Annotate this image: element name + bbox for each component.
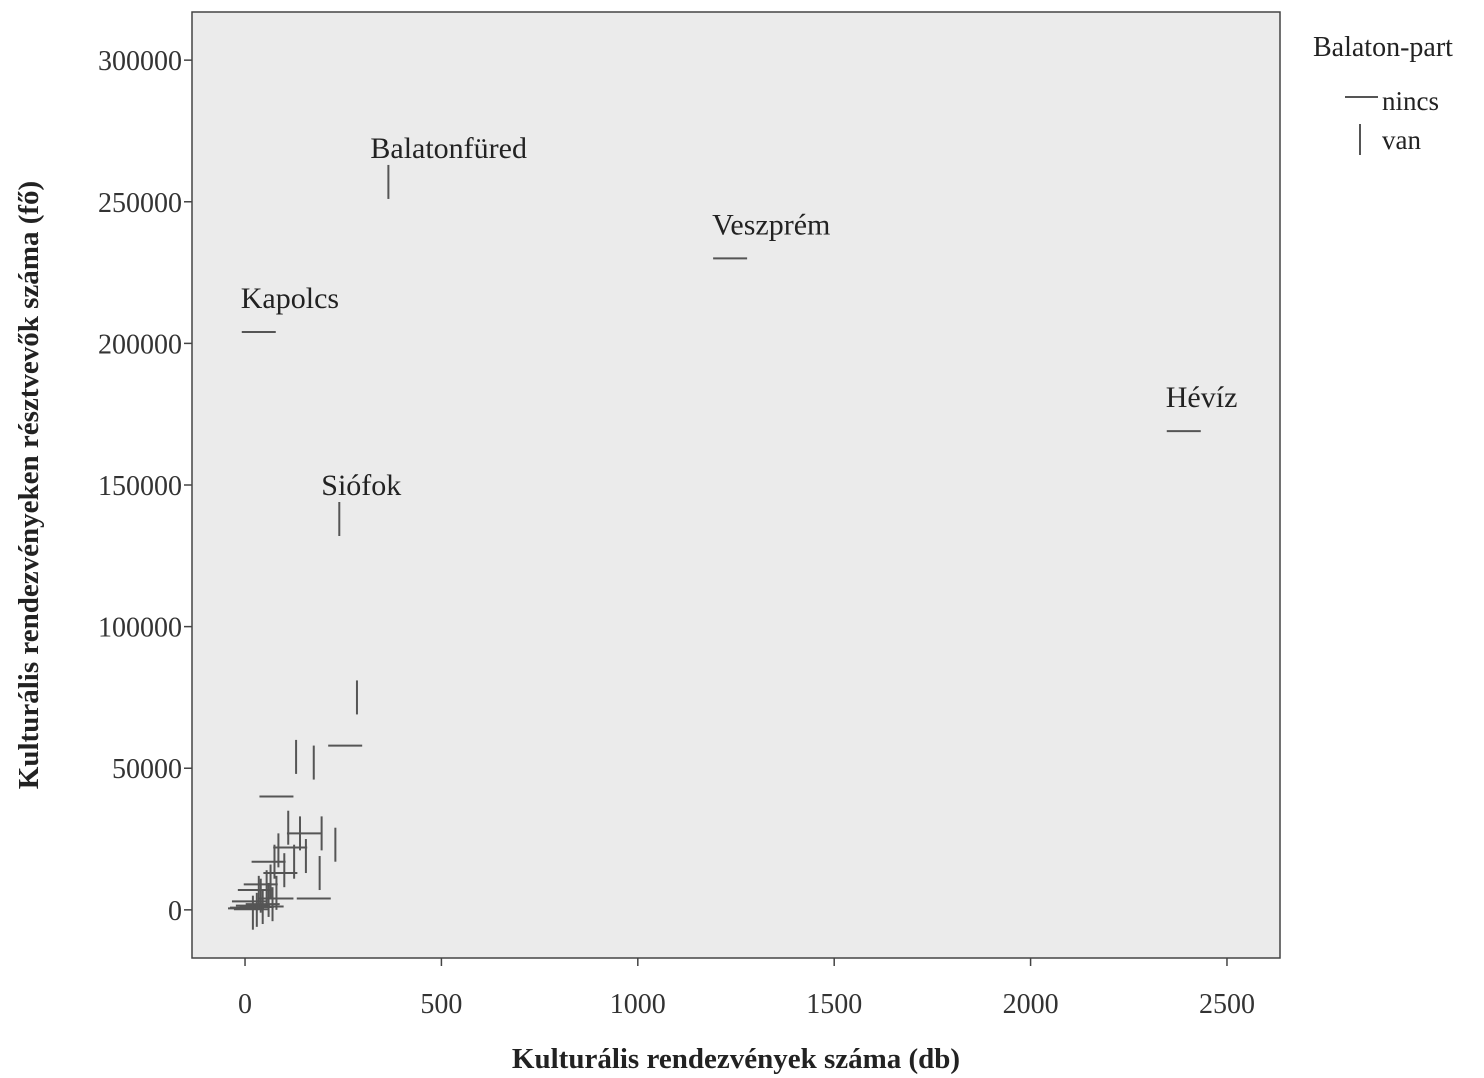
y-tick-label: 100000 — [98, 613, 182, 644]
legend: Balaton-part nincs van — [1313, 32, 1453, 155]
y-axis: 0 50000 100000 150000 200000 250000 300000 — [98, 46, 192, 927]
legend-title: Balaton-part — [1313, 32, 1453, 63]
point-label: Siófok — [321, 469, 401, 502]
x-tick-label: 2500 — [1199, 989, 1255, 1020]
point-label: Veszprém — [712, 208, 830, 241]
x-tick-label: 0 — [238, 989, 252, 1020]
x-axis: 0 500 1000 1500 2000 2500 — [238, 958, 1255, 1020]
y-axis-title: Kulturális rendezvényeken résztvevők szá… — [13, 181, 45, 789]
point-label: Balatonfüred — [370, 132, 527, 165]
y-tick-label: 0 — [168, 896, 182, 927]
y-tick-label: 250000 — [98, 188, 182, 219]
legend-label-van: van — [1382, 125, 1421, 155]
legend-label-nincs: nincs — [1382, 86, 1439, 116]
y-tick-label: 300000 — [98, 46, 182, 77]
point-label: Hévíz — [1166, 381, 1238, 414]
y-tick-label: 150000 — [98, 471, 182, 502]
x-tick-label: 500 — [420, 989, 462, 1020]
y-tick-label: 50000 — [112, 754, 182, 785]
x-tick-label: 1500 — [806, 989, 862, 1020]
x-tick-label: 1000 — [610, 989, 666, 1020]
point-label: Kapolcs — [241, 282, 339, 315]
x-axis-title: Kulturális rendezvények száma (db) — [512, 1043, 960, 1075]
x-tick-label: 2000 — [1003, 989, 1059, 1020]
y-tick-label: 200000 — [98, 329, 182, 360]
